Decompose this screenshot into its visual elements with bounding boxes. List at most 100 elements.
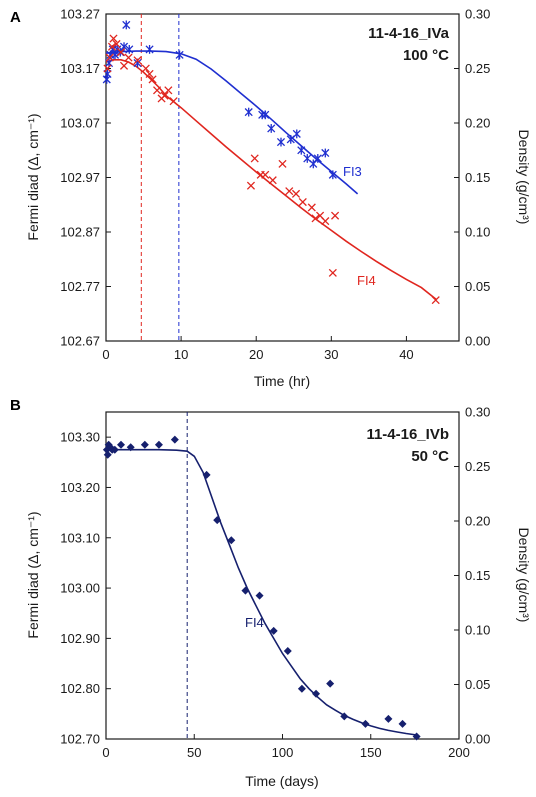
data-point-fi4 <box>141 64 150 73</box>
data-point-fi3 <box>267 124 276 133</box>
x-tick-label: 30 <box>324 347 338 362</box>
y-left-tick-label: 102.80 <box>60 681 100 696</box>
data-point-fi4 <box>246 181 256 190</box>
x-tick-label: 50 <box>187 745 201 760</box>
data-point-fi3 <box>244 107 253 117</box>
y-right-tick-label: 0.00 <box>465 334 490 349</box>
data-point-fi4 <box>169 97 178 106</box>
data-point-fi3 <box>261 110 270 120</box>
y-axis-title-right-a: Density (g/cm³) <box>516 130 532 225</box>
axis-ticks-a: 0 10 20 30 40 102.67 102.77 102.87 102.97 103.07 1… <box>60 7 490 363</box>
data-point-fi4 <box>321 217 330 226</box>
data-point-fi3 <box>145 45 154 54</box>
threshold-lines-a <box>140 14 180 341</box>
data-point-fi4 <box>241 586 250 595</box>
data-point-fi4 <box>412 732 421 741</box>
data-point-fi3 <box>292 129 301 139</box>
data-point-fi4 <box>153 86 162 95</box>
y-left-tick-label: 103.27 <box>60 7 100 22</box>
y-left-tick-label: 103.17 <box>60 61 100 76</box>
y-right-tick-label: 0.15 <box>465 568 490 583</box>
y-axis-title-right-b: Density (g/cm³) <box>516 528 532 623</box>
temperature-label-a: 100 °C <box>403 47 449 64</box>
data-point-fi4 <box>126 443 135 452</box>
y-left-tick-label: 103.07 <box>60 116 100 131</box>
series-label-fi4-b: FI4 <box>245 615 264 630</box>
data-point-fi4 <box>398 719 407 728</box>
data-point-fi4 <box>103 450 112 459</box>
y-left-tick-label: 103.10 <box>60 530 100 545</box>
data-point-fi4 <box>326 679 335 688</box>
y-right-tick-label: 0.20 <box>465 514 490 529</box>
x-tick-label: 10 <box>174 347 188 362</box>
data-point-fi4 <box>110 445 119 454</box>
sample-label-b: 11-4-16_IVb <box>366 426 449 443</box>
y-right-tick-label: 0.25 <box>465 61 490 76</box>
data-point-fi3 <box>328 170 337 180</box>
data-point-fi3 <box>297 145 306 155</box>
data-point-fi4 <box>117 440 126 449</box>
data-point-fi4 <box>283 646 292 655</box>
x-axis-title-b: Time (days) <box>245 773 318 789</box>
data-point-fi4 <box>227 536 236 545</box>
data-point-fi4 <box>213 516 222 525</box>
y-left-tick-label: 102.97 <box>60 170 100 185</box>
data-points-b <box>102 435 421 741</box>
y-left-tick-label: 102.90 <box>60 631 100 646</box>
data-point-fi3 <box>276 137 286 147</box>
data-point-fi4 <box>255 591 264 600</box>
y-left-tick-label: 103.30 <box>60 430 100 445</box>
panel-letter-b: B <box>10 397 21 414</box>
data-point-fi4 <box>140 440 149 449</box>
y-right-tick-label: 0.15 <box>465 170 490 185</box>
data-points-a <box>102 20 440 305</box>
x-tick-label: 100 <box>272 745 294 760</box>
axis-ticks-b: 0 50 100 150 200 102.70 102.80 102.90 103.00 103.… <box>60 405 490 761</box>
data-point-fi4 <box>105 53 114 62</box>
y-left-tick-label: 102.67 <box>60 334 100 349</box>
data-point-fi3 <box>313 154 322 163</box>
sample-label-a: 11-4-16_IVa <box>368 25 450 42</box>
y-right-tick-label: 0.20 <box>465 116 490 131</box>
data-point-fi4 <box>269 626 278 635</box>
data-point-fi4 <box>311 214 320 223</box>
data-point-fi4 <box>107 42 117 51</box>
data-point-fi4 <box>112 39 121 49</box>
y-right-tick-label: 0.05 <box>465 279 490 294</box>
fit-curve-fi4 <box>106 448 417 736</box>
data-point-fi4 <box>119 61 129 70</box>
y-left-tick-label: 102.77 <box>60 279 100 294</box>
data-point-fi4 <box>297 684 306 693</box>
y-left-tick-label: 102.87 <box>60 225 100 240</box>
data-point-fi4 <box>340 712 349 721</box>
x-tick-label: 0 <box>102 347 109 362</box>
data-point-fi4 <box>160 91 169 100</box>
y-right-tick-label: 0.25 <box>465 459 490 474</box>
x-tick-label: 150 <box>360 745 382 760</box>
data-point-fi4 <box>298 197 307 207</box>
x-tick-label: 20 <box>249 347 263 362</box>
data-point-fi4 <box>103 64 112 73</box>
y-left-tick-label: 102.70 <box>60 732 100 747</box>
y-left-tick-label: 103.20 <box>60 480 100 495</box>
data-point-fi4 <box>145 69 154 79</box>
x-tick-label: 40 <box>399 347 413 362</box>
y-axis-title-left-b: Fermi diad (Δ, cm⁻¹) <box>25 511 41 638</box>
data-point-fi4 <box>312 689 321 698</box>
data-point-fi4 <box>431 296 440 305</box>
data-point-fi4 <box>164 86 173 95</box>
data-point-fi4 <box>154 440 163 449</box>
data-point-fi3 <box>321 148 330 158</box>
fit-curves-b <box>106 448 417 736</box>
data-point-fi4 <box>261 170 270 179</box>
data-point-fi3 <box>303 154 312 163</box>
data-point-fi4 <box>109 34 118 43</box>
y-left-tick-label: 103.00 <box>60 581 100 596</box>
y-right-tick-label: 0.10 <box>465 225 490 240</box>
temperature-label-b: 50 °C <box>411 448 449 465</box>
y-right-tick-label: 0.05 <box>465 677 490 692</box>
data-point-fi4 <box>328 268 337 277</box>
data-point-fi3 <box>122 20 131 30</box>
data-point-fi4 <box>361 719 370 728</box>
